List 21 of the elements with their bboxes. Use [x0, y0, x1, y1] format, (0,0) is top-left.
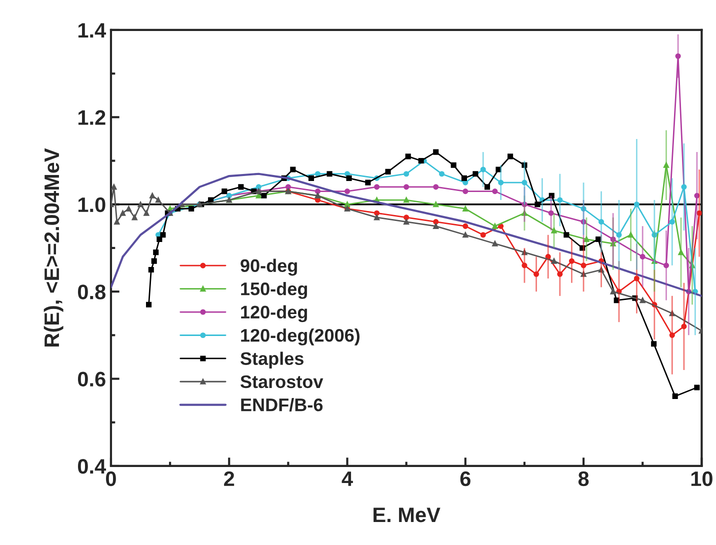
legend-label: 150-deg: [241, 282, 308, 299]
legend-label: 90-deg: [240, 258, 297, 276]
y-tick-label: 1.4: [78, 23, 106, 38]
legend-label: ENDF/B-6: [241, 398, 323, 412]
y-tick-label: 1.2: [78, 110, 106, 125]
x-tick-label: 10: [691, 471, 712, 486]
legend-label: 120-deg: [241, 305, 308, 322]
x-tick-label: 6: [460, 471, 470, 486]
legend-label: Staples: [240, 352, 304, 369]
x-axis-title: E. MeV: [374, 508, 440, 522]
legend-label: 120-deg(2006): [241, 328, 360, 346]
y-tick-label: 0.4: [78, 458, 106, 474]
y-tick-label: 0.6: [78, 372, 106, 387]
legend-label: Starostov: [240, 375, 324, 388]
x-tick-label: 4: [342, 472, 353, 486]
y-axis-title: R(E), <E>=2.004MeV: [44, 148, 64, 346]
x-tick-label: 8: [578, 471, 589, 486]
x-tick-label: 2: [224, 471, 234, 486]
x-tick-label: 0: [106, 471, 116, 486]
y-tick-label: 1.0: [78, 197, 106, 212]
y-tick-label: 0.8: [78, 284, 106, 300]
